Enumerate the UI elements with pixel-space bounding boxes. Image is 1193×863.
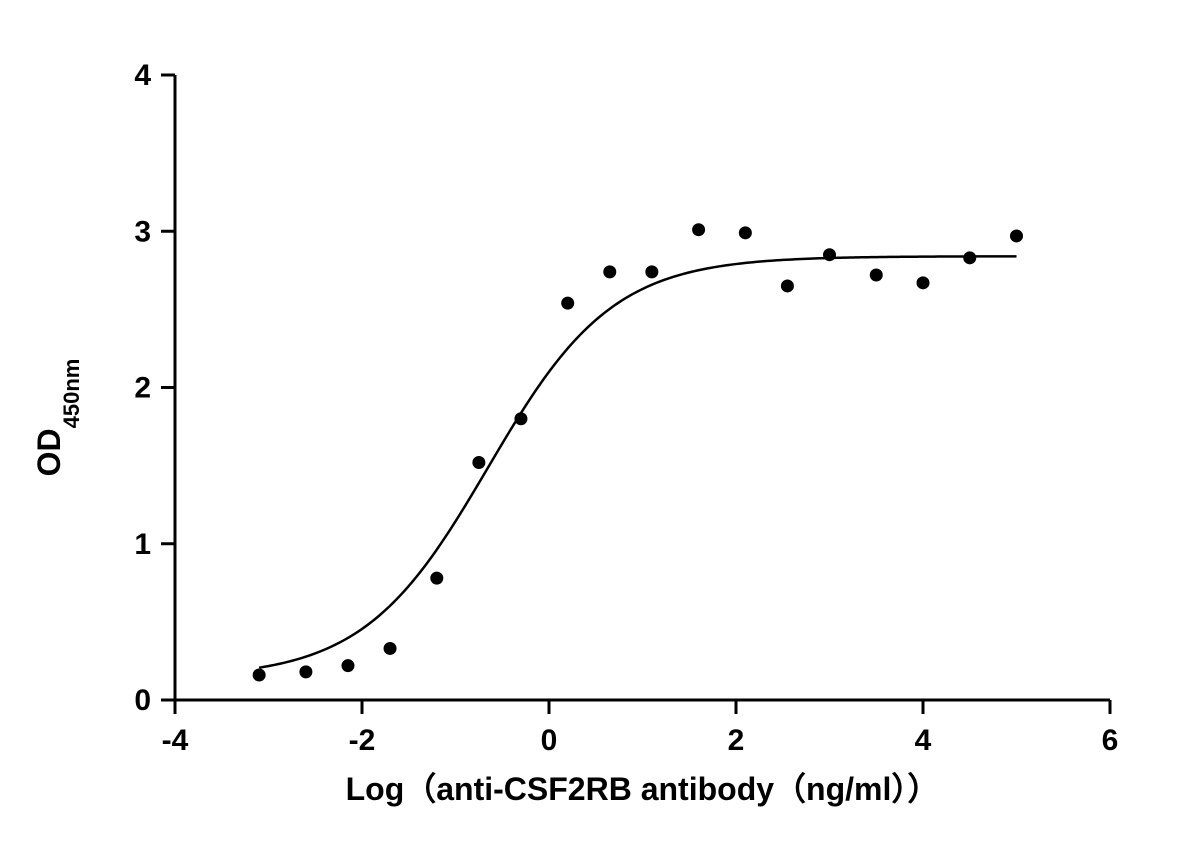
y-tick-label: 1 — [134, 528, 151, 561]
data-point — [870, 269, 883, 282]
data-point — [384, 642, 397, 655]
data-point — [472, 456, 485, 469]
chart-container: -4 -2 0 2 4 6 0 1 2 3 4 Log（anti-CSF2RB antibody（ng… — [0, 0, 1193, 863]
data-point — [917, 276, 930, 289]
data-point — [430, 572, 443, 585]
dose-response-chart: -4 -2 0 2 4 6 0 1 2 3 4 Log（anti-CSF2RB antibody（ng… — [0, 0, 1193, 863]
data-point — [645, 265, 658, 278]
y-axis-title: OD450nm — [31, 359, 84, 477]
data-point — [692, 223, 705, 236]
x-tick-label: -4 — [162, 724, 189, 757]
x-tick-label: 6 — [1102, 724, 1119, 757]
data-point — [603, 265, 616, 278]
x-tick-label: 0 — [541, 724, 558, 757]
fit-curve — [259, 256, 1016, 667]
data-point — [253, 669, 266, 682]
x-axis-title: Log（anti-CSF2RB antibody（ng/ml）） — [346, 771, 940, 807]
x-tick-label: -2 — [349, 724, 376, 757]
y-tick-label: 2 — [134, 372, 151, 405]
x-tick-label: 2 — [728, 724, 745, 757]
data-point — [963, 251, 976, 264]
data-point — [299, 665, 312, 678]
y-tick-label: 0 — [134, 684, 151, 717]
data-point — [561, 297, 574, 310]
y-tick-label: 3 — [134, 215, 151, 248]
y-tick-label: 4 — [134, 59, 151, 92]
data-point — [739, 226, 752, 239]
data-point — [781, 279, 794, 292]
x-tick-label: 4 — [915, 724, 932, 757]
data-point — [1010, 229, 1023, 242]
data-point — [341, 659, 354, 672]
data-point — [823, 248, 836, 261]
data-point — [514, 412, 527, 425]
